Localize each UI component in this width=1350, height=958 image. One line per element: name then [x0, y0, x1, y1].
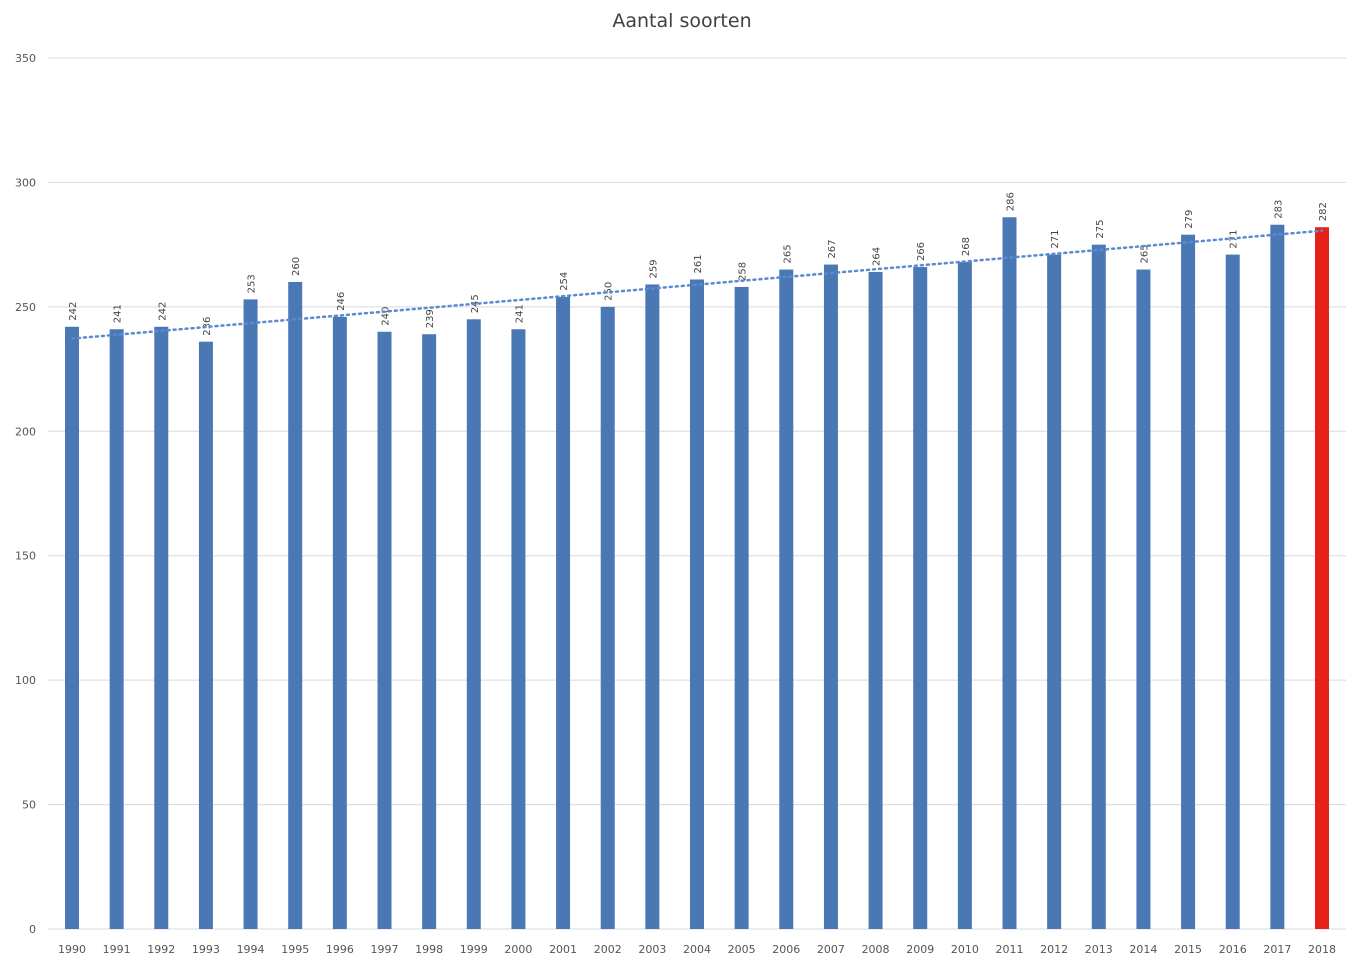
data-label: 268 [961, 237, 972, 256]
data-label: 236 [202, 317, 213, 336]
data-label: 279 [1184, 210, 1195, 229]
x-tick-label: 2017 [1263, 943, 1291, 956]
bar [1225, 254, 1240, 929]
data-label: 258 [738, 262, 749, 281]
data-label: 261 [693, 254, 704, 273]
y-tick-label: 300 [15, 176, 36, 189]
x-tick-label: 2012 [1040, 943, 1068, 956]
x-tick-label: 1995 [281, 943, 309, 956]
y-tick-label: 50 [22, 799, 36, 812]
bar [957, 262, 972, 929]
x-tick-label: 2009 [906, 943, 934, 956]
data-label: 265 [782, 244, 793, 263]
bar [1270, 224, 1285, 930]
data-label: 253 [247, 274, 258, 293]
bar [913, 267, 928, 929]
data-label: 259 [648, 259, 659, 278]
bar [466, 319, 481, 929]
bar [109, 329, 124, 929]
x-tick-label: 2004 [683, 943, 711, 956]
x-tick-label: 2016 [1219, 943, 1247, 956]
bar [600, 306, 615, 929]
x-tick-label: 2008 [862, 943, 890, 956]
data-label: 275 [1095, 220, 1106, 239]
y-tick-label: 200 [15, 425, 36, 438]
data-label: 246 [336, 292, 347, 311]
bar [243, 299, 258, 929]
bar [1315, 227, 1329, 930]
data-label: 241 [113, 304, 124, 323]
x-tick-label: 2015 [1174, 943, 1202, 956]
data-label: 265 [1139, 244, 1150, 263]
data-label: 240 [381, 307, 392, 326]
data-label: 264 [872, 247, 883, 266]
x-tick-label: 2000 [504, 943, 532, 956]
bar [1002, 217, 1017, 930]
bar [690, 279, 704, 929]
bar [288, 281, 303, 929]
bar [1091, 244, 1106, 930]
bar [734, 286, 749, 929]
x-tick-label: 1997 [371, 943, 399, 956]
data-label: 267 [827, 239, 838, 258]
bar [332, 316, 347, 930]
bar [198, 341, 213, 929]
data-label: 241 [514, 304, 525, 323]
x-tick-label: 2011 [996, 943, 1024, 956]
data-label: 254 [559, 272, 570, 291]
bar [1047, 254, 1062, 929]
x-tick-label: 2013 [1085, 943, 1113, 956]
y-tick-label: 0 [29, 923, 36, 936]
x-tick-label: 2003 [638, 943, 666, 956]
x-tick-label: 2010 [951, 943, 979, 956]
y-tick-label: 350 [15, 52, 36, 65]
bar [645, 284, 660, 930]
x-tick-label: 1992 [147, 943, 175, 956]
x-tick-label: 1996 [326, 943, 354, 956]
bar [511, 329, 526, 929]
x-tick-label: 2007 [817, 943, 845, 956]
bar [377, 331, 392, 929]
x-tick-label: 2006 [772, 943, 800, 956]
bar [823, 264, 838, 930]
bar [422, 334, 437, 929]
bar [779, 269, 794, 929]
data-label: 242 [68, 302, 79, 321]
y-tick-label: 100 [15, 674, 36, 687]
x-tick-label: 2005 [728, 943, 756, 956]
y-tick-label: 150 [15, 550, 36, 563]
data-label: 260 [291, 257, 302, 276]
x-tick-label: 1990 [58, 943, 86, 956]
chart-title: Aantal soorten [612, 10, 752, 32]
x-tick-label: 1998 [415, 943, 443, 956]
bar [154, 326, 169, 929]
x-tick-label: 2001 [549, 943, 577, 956]
data-label: 282 [1318, 202, 1329, 221]
bar [868, 272, 883, 929]
x-tick-label: 2002 [594, 943, 622, 956]
x-tick-label: 1999 [460, 943, 488, 956]
x-tick-label: 1994 [237, 943, 265, 956]
bar [556, 296, 571, 930]
bar [1136, 269, 1151, 929]
data-label: 271 [1050, 230, 1061, 249]
x-tick-label: 1993 [192, 943, 220, 956]
y-tick-label: 250 [15, 301, 36, 314]
data-label: 286 [1006, 192, 1017, 211]
bar [1181, 234, 1196, 929]
data-label: 266 [916, 242, 927, 261]
data-label: 239 [425, 309, 436, 328]
data-label: 242 [157, 302, 168, 321]
trendline [70, 229, 1324, 340]
x-tick-label: 1991 [103, 943, 131, 956]
x-tick-label: 2014 [1129, 943, 1157, 956]
data-label: 283 [1273, 200, 1284, 219]
x-tick-label: 2018 [1308, 943, 1336, 956]
bar [65, 326, 79, 929]
